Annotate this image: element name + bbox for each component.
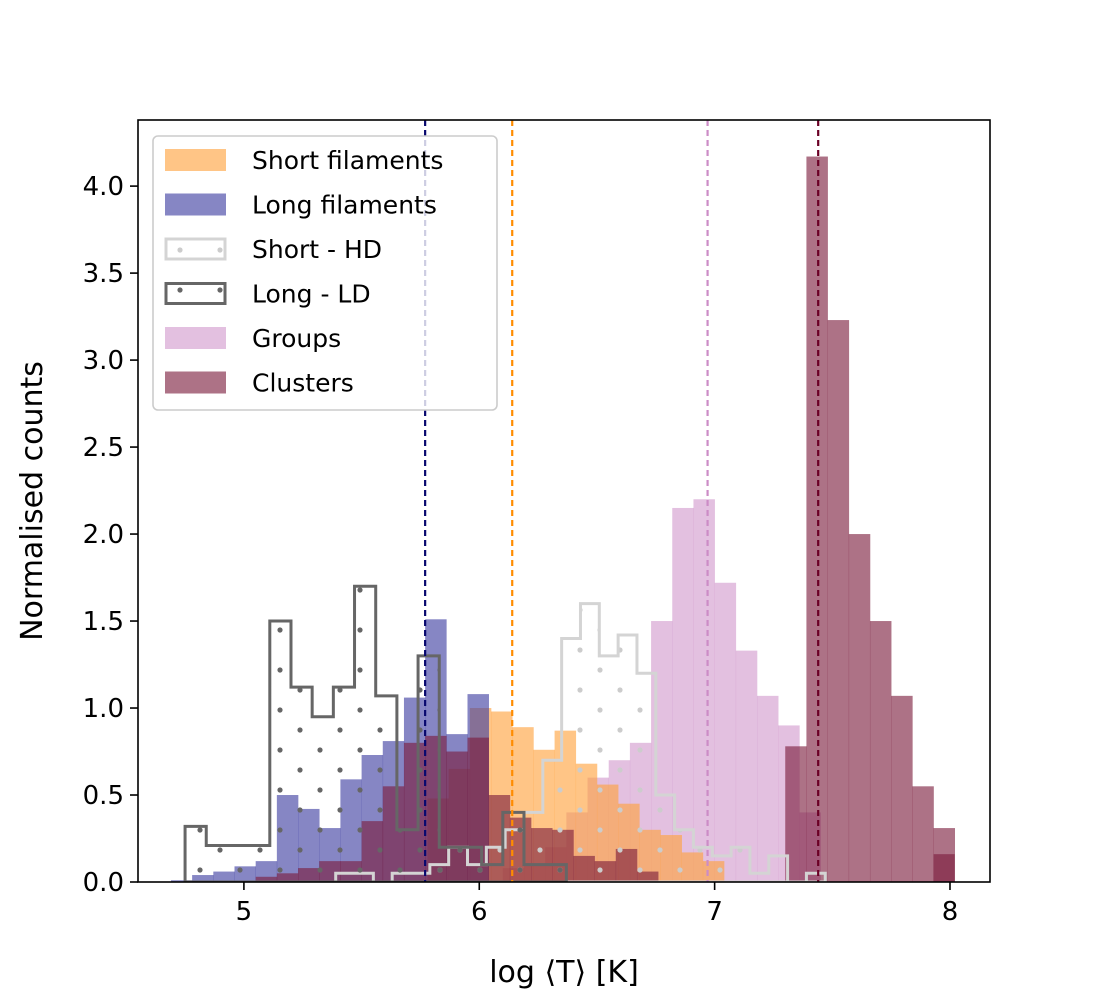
bar-clusters-29 <box>869 621 892 882</box>
axes-layer: 5 6 7 8 0.0 0.5 1.0 1.5 2.0 2.5 3.0 3.5 4.0 <box>83 172 959 927</box>
x-tick-label-3: 8 <box>942 897 959 927</box>
legend-label-long-filaments: Long filaments <box>252 191 437 220</box>
x-axis-label: log ⟨T⟩ [K] <box>489 955 639 990</box>
x-tick-label-1: 6 <box>471 897 488 927</box>
bars-layer <box>170 156 955 882</box>
y-tick-label-0: 0.0 <box>83 868 124 898</box>
y-tick-label-7: 3.5 <box>83 259 124 289</box>
bar-groups-9 <box>693 499 715 882</box>
legend: Short filaments Long filaments Short - HD L… <box>152 135 498 411</box>
legend-item-groups: Groups <box>165 324 341 353</box>
legend-swatch-groups <box>165 327 226 349</box>
legend-box <box>152 135 498 411</box>
bar-groups-8 <box>672 507 694 882</box>
bar-clusters-30 <box>891 695 913 882</box>
legend-item-long-filaments: Long filaments <box>165 191 437 220</box>
bar-long-filaments-0 <box>170 880 193 882</box>
legend-item-short-filaments: Short filaments <box>165 146 443 175</box>
legend-item-clusters: Clusters <box>165 369 354 398</box>
legend-swatch-long-filaments <box>165 193 226 216</box>
legend-label-short-hd: Short - HD <box>252 235 382 264</box>
legend-label-groups: Groups <box>252 324 341 353</box>
y-tick-label-4: 2.0 <box>83 520 124 550</box>
legend-label-clusters: Clusters <box>252 369 354 398</box>
legend-swatch-long-ld <box>164 282 227 305</box>
bar-clusters-31 <box>912 786 934 882</box>
bar-clusters-extra <box>933 854 955 882</box>
bar-groups-12 <box>756 695 779 882</box>
y-tick-label-3: 1.5 <box>83 607 124 637</box>
bar-groups-10 <box>714 582 737 882</box>
legend-label-long-ld: Long - LD <box>252 280 371 309</box>
legend-swatch-short-filaments <box>165 149 226 171</box>
plot-frame <box>137 119 991 883</box>
legend-item-short-hd: Short - HD <box>164 235 382 264</box>
bar-groups-11 <box>735 650 758 882</box>
legend-item-long-ld: Long - LD <box>164 280 371 309</box>
bar-clusters-26 <box>806 156 828 882</box>
y-tick-label-1: 0.5 <box>83 781 124 811</box>
series-long-ld <box>183 584 568 882</box>
y-axis-label: Normalised counts <box>15 361 50 641</box>
y-tick-label-6: 3.0 <box>83 346 124 376</box>
median-lines-layer <box>424 120 820 882</box>
y-tick-label-8: 4.0 <box>83 172 124 202</box>
legend-swatch-short-hd <box>164 237 227 261</box>
y-tick-label-5: 2.5 <box>83 433 124 463</box>
legend-label-short-filaments: Short filaments <box>252 146 443 175</box>
step-outline-long-ld <box>183 584 568 882</box>
bar-clusters-27 <box>827 320 850 882</box>
x-tick-label-2: 7 <box>706 897 723 927</box>
bar-clusters-25 <box>785 746 807 882</box>
legend-swatch-clusters <box>165 371 226 394</box>
x-tick-label-0: 5 <box>236 897 253 927</box>
y-tick-label-2: 1.0 <box>83 694 124 724</box>
bar-clusters-28 <box>848 534 871 882</box>
